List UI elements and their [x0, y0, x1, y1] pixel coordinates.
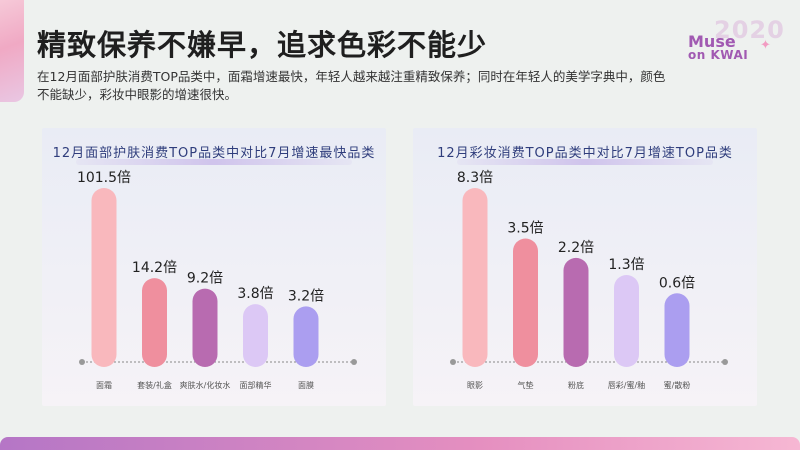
logo-line-1: Muse [688, 32, 736, 51]
bottom-accent-bar [0, 437, 800, 450]
axis-end-dot [351, 359, 357, 365]
bar-3 [192, 288, 218, 367]
category-label: 爽肤水/化妆水 [180, 380, 231, 390]
bar-value-label: 3.2倍 [288, 288, 324, 304]
bar-4 [614, 275, 639, 367]
bar-3 [563, 257, 589, 367]
muse-on-kwai-logo: 2020 Muse on KWAI ✦ [688, 16, 784, 64]
logo-line-2: on KWAI [688, 48, 749, 62]
chart-title-highlight [457, 159, 713, 165]
axis-start-dot [450, 359, 456, 365]
category-label: 粉底 [568, 380, 584, 390]
skincare-chart-title: 12月面部护肤消费TOP品类中对比7月增速最快品类 [52, 146, 376, 161]
bar-value-label: 101.5倍 [77, 170, 131, 186]
bar-value-label: 2.2倍 [558, 240, 594, 256]
bar-2 [513, 238, 538, 367]
skincare-chart-panel: 12月面部护肤消费TOP品类中对比7月增速最快品类 101.5倍面霜 14.2倍套… [42, 128, 386, 406]
category-label: 气垫 [518, 380, 534, 390]
bar-value-label: 8.3倍 [457, 170, 493, 186]
bar-value-label: 1.3倍 [608, 257, 644, 273]
bar-value-label: 0.6倍 [659, 275, 695, 291]
category-label: 面霜 [96, 381, 112, 390]
category-label: 蜜/散粉 [664, 380, 691, 390]
makeup-chart-title: 12月彩妆消费TOP品类中对比7月增速TOP品类 [437, 146, 733, 161]
bar-4 [243, 304, 268, 367]
category-label: 眼影 [467, 380, 483, 390]
logo-year: 2020 [714, 16, 785, 44]
category-label: 面部精华 [240, 380, 272, 390]
bar-value-label: 3.5倍 [507, 220, 543, 236]
chart-title-highlight [76, 159, 352, 165]
page-subtitle: 在12月面部护肤消费TOP品类中，面霜增速最快，年轻人越来越注重精致保养；同时在… [37, 69, 666, 102]
category-label: 唇彩/蜜/釉 [608, 380, 645, 390]
bar-5 [664, 293, 690, 367]
page-title: 精致保养不嫌早，追求色彩不能少 [37, 28, 488, 62]
bar-value-label: 14.2倍 [132, 260, 177, 276]
logo-sparkle-icon: ✦ [760, 38, 771, 53]
bar-1 [462, 188, 488, 367]
bar-2 [142, 278, 167, 367]
bar-value-label: 3.8倍 [237, 286, 273, 302]
bar-value-label: 9.2倍 [187, 271, 223, 287]
bar-5 [293, 306, 319, 367]
axis-start-dot [79, 359, 85, 365]
category-label: 套装/礼盒 [137, 380, 172, 390]
category-label: 面膜 [298, 380, 314, 390]
corner-decoration [0, 0, 24, 102]
axis-end-dot [722, 359, 728, 365]
bar-1 [91, 188, 117, 367]
makeup-chart-panel: 12月彩妆消费TOP品类中对比7月增速TOP品类 8.3倍眼影 3.5倍气垫 2.2… [413, 128, 757, 406]
